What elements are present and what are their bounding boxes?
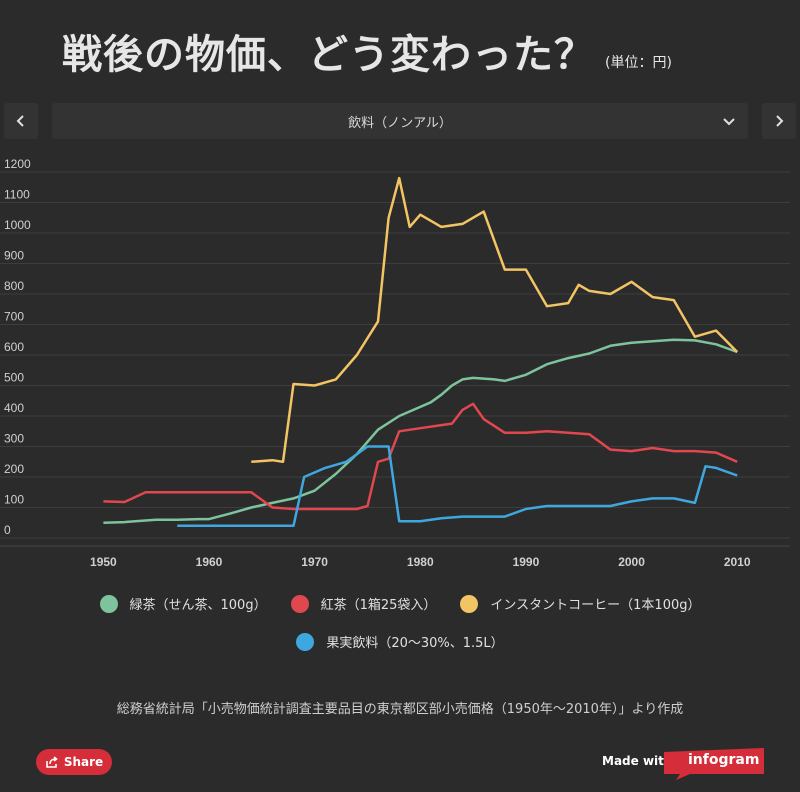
legend-label: 緑茶（せん茶、100g） bbox=[129, 598, 267, 613]
x-tick-label: 2000 bbox=[618, 555, 645, 569]
y-tick-label: 100 bbox=[4, 493, 24, 507]
y-tick-label: 200 bbox=[4, 462, 24, 476]
y-tick-label: 800 bbox=[4, 279, 24, 293]
legend-row-1: 緑茶（せん茶、100g） 紅茶（1箱25袋入） インスタントコーヒー（1本100g） bbox=[0, 594, 800, 613]
legend-item[interactable]: インスタントコーヒー（1本100g） bbox=[460, 594, 700, 613]
x-tick-label: 1970 bbox=[301, 555, 328, 569]
infogram-logo[interactable] bbox=[664, 746, 764, 780]
made-with-label: Made with bbox=[602, 754, 673, 768]
x-tick-label: 1960 bbox=[196, 555, 223, 569]
share-button[interactable]: Share bbox=[36, 749, 112, 775]
next-button[interactable] bbox=[762, 103, 796, 139]
y-tick-label: 1000 bbox=[4, 218, 31, 232]
legend-label: 紅茶（1箱25袋入） bbox=[320, 598, 437, 613]
series-line-1 bbox=[103, 338, 738, 525]
share-label: Share bbox=[63, 755, 104, 769]
y-tick-label: 500 bbox=[4, 371, 24, 385]
y-tick-label: 0 bbox=[4, 523, 11, 537]
share-icon bbox=[46, 755, 58, 768]
legend-swatch bbox=[460, 594, 479, 613]
prev-button[interactable] bbox=[4, 103, 38, 139]
x-tick-label: 1980 bbox=[407, 555, 434, 569]
category-select[interactable]: 飲料（ノンアル） bbox=[52, 103, 748, 139]
page-title: 戦後の物価、どう変わった？ bbox=[62, 32, 595, 78]
chevron-right-icon bbox=[776, 115, 784, 127]
y-tick-label: 300 bbox=[4, 432, 24, 446]
y-tick-label: 700 bbox=[4, 310, 24, 324]
unit-label: (単位：円) bbox=[605, 55, 672, 71]
legend-item[interactable]: 緑茶（せん茶、100g） bbox=[99, 594, 267, 613]
line-chart: 0 100 200 300 400 500 600 700 800 900 1000 1100 1200… bbox=[0, 157, 790, 569]
y-tick-label: 1100 bbox=[4, 188, 30, 202]
x-tick-label: 1950 bbox=[90, 555, 117, 569]
legend-swatch bbox=[290, 594, 309, 613]
chevron-down-icon bbox=[723, 118, 735, 126]
series-line-3 bbox=[251, 176, 739, 464]
x-tick-label: 2010 bbox=[724, 555, 751, 569]
legend-label: インスタントコーヒー（1本100g） bbox=[490, 598, 701, 613]
legend-label: 果実飲料（20〜30%、1.5L） bbox=[326, 636, 504, 651]
category-select-label: 飲料（ノンアル） bbox=[348, 115, 452, 131]
y-tick-label: 600 bbox=[4, 340, 24, 354]
y-tick-label: 900 bbox=[4, 249, 24, 263]
chevron-left-icon bbox=[16, 115, 24, 127]
legend-row-2: 果実飲料（20〜30%、1.5L） bbox=[0, 632, 800, 651]
infogram-brand: infogram bbox=[688, 752, 760, 768]
legend-item[interactable]: 紅茶（1箱25袋入） bbox=[290, 594, 437, 613]
y-tick-label: 1200 bbox=[4, 157, 31, 171]
legend-swatch bbox=[99, 594, 118, 613]
legend-item[interactable]: 果実飲料（20〜30%、1.5L） bbox=[296, 632, 504, 651]
title-block: 戦後の物価、どう変わった？ (単位：円) bbox=[62, 22, 672, 80]
series-line-4 bbox=[177, 445, 738, 528]
series-line-2 bbox=[103, 402, 738, 511]
x-tick-label: 1990 bbox=[513, 555, 540, 569]
legend-swatch bbox=[296, 632, 315, 651]
source-note: 総務省統計局「小売物価統計調査主要品目の東京都区部小売価格（1950年〜2010… bbox=[116, 702, 684, 717]
y-tick-label: 400 bbox=[4, 401, 24, 415]
